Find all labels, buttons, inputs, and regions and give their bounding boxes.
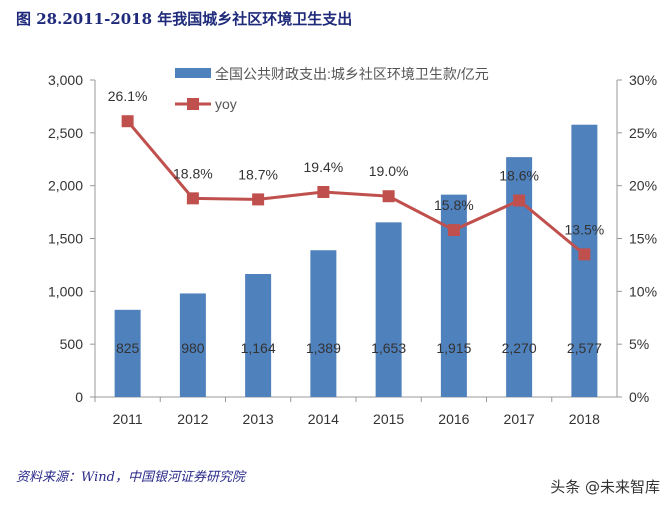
bar-data-label: 1,653 (371, 340, 406, 356)
yoy-marker (317, 186, 330, 199)
yoy-data-label: 18.7% (238, 166, 278, 182)
yoy-marker (186, 192, 199, 205)
x-tick-label: 2014 (308, 411, 339, 427)
yoy-marker (252, 193, 265, 206)
yoy-marker (382, 190, 395, 203)
right-tick-label: 30% (629, 72, 657, 88)
bar-data-label: 1,389 (306, 340, 341, 356)
yoy-data-label: 26.1% (108, 88, 148, 104)
legend-line-label: yoy (215, 96, 237, 112)
left-tick-label: 1,000 (48, 283, 83, 299)
yoy-line (126, 120, 586, 256)
right-tick-label: 25% (629, 125, 657, 141)
right-tick-label: 0% (629, 389, 649, 405)
watermark: 头条 @未来智库 (550, 478, 660, 496)
bar (310, 250, 337, 397)
bar-data-label: 2,577 (567, 340, 602, 356)
yoy-data-label: 13.5% (565, 221, 605, 237)
legend-line-marker (187, 98, 199, 110)
bar-data-label: 980 (181, 340, 205, 356)
x-tick-label: 2011 (113, 411, 143, 427)
yoy-marker (447, 224, 460, 237)
yoy-marker (121, 115, 134, 128)
yoy-marker (578, 248, 591, 261)
bar (245, 274, 272, 397)
left-tick-label: 0 (75, 389, 83, 405)
bar (571, 124, 598, 398)
yoy-data-label: 15.8% (434, 197, 474, 213)
bar (506, 157, 533, 397)
legend-bar-label: 全国公共财政支出:城乡社区环境卫生款/亿元 (215, 66, 489, 82)
x-tick-label: 2016 (438, 411, 469, 427)
left-tick-label: 2,500 (48, 125, 83, 141)
x-tick-label: 2015 (373, 411, 404, 427)
yoy-marker (513, 194, 526, 207)
bar-data-label: 1,915 (436, 340, 471, 356)
bar (375, 222, 402, 397)
bar-data-label: 2,270 (502, 340, 537, 356)
bar-data-label: 1,164 (241, 340, 276, 356)
bar (114, 309, 141, 397)
x-tick-label: 2018 (569, 411, 600, 427)
x-tick-label: 2017 (504, 411, 535, 427)
bar-data-label: 825 (116, 340, 140, 356)
left-tick-label: 3,000 (48, 72, 83, 88)
left-tick-label: 1,500 (48, 231, 83, 247)
left-tick-label: 2,000 (48, 178, 83, 194)
x-tick-label: 2012 (177, 411, 208, 427)
yoy-data-label: 18.6% (499, 167, 539, 183)
yoy-data-label: 19.4% (304, 159, 344, 175)
left-tick-label: 500 (60, 336, 84, 352)
yoy-data-label: 18.8% (173, 165, 213, 181)
right-tick-label: 10% (629, 283, 657, 299)
legend-bar-swatch (175, 68, 211, 78)
right-tick-label: 15% (629, 231, 657, 247)
right-tick-label: 20% (629, 178, 657, 194)
bar (179, 293, 206, 397)
figure-title: 图 28.2011-2018 年我国城乡社区环境卫生支出 (16, 10, 353, 28)
x-tick-label: 2013 (243, 411, 274, 427)
source-note: 资料来源：Wind，中国银河证券研究院 (16, 470, 245, 485)
right-tick-label: 5% (629, 336, 649, 352)
yoy-data-label: 19.0% (369, 163, 409, 179)
